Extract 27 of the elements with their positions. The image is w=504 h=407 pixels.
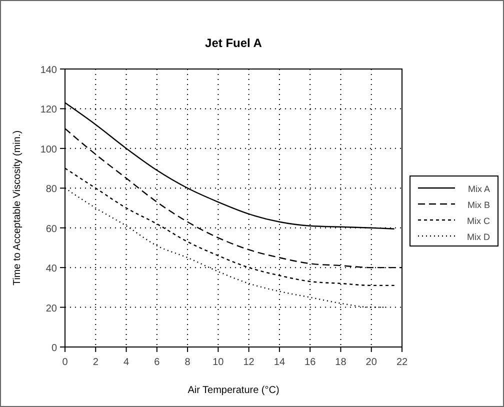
legend-label: Mix C — [467, 216, 490, 226]
x-tick-label: 10 — [212, 357, 224, 368]
x-tick-label: 22 — [396, 357, 408, 368]
x-tick-label: 16 — [304, 357, 316, 368]
y-axis-title: Time to Acceptable Viscosity (min.) — [12, 130, 23, 286]
legend-label: Mix D — [467, 232, 490, 242]
x-tick-label: 8 — [184, 357, 191, 368]
x-tick-label: 12 — [243, 357, 255, 368]
y-tick-label: 100 — [40, 144, 58, 156]
y-tick-label: 140 — [40, 65, 58, 76]
x-tick-label: 4 — [123, 357, 130, 368]
y-tick-label: 0 — [51, 343, 58, 354]
legend-label: Mix B — [468, 200, 490, 210]
y-tick-label: 40 — [46, 264, 58, 275]
y-tick-label: 80 — [46, 184, 58, 196]
x-tick-label: 14 — [274, 357, 286, 368]
x-tick-label: 18 — [335, 357, 347, 368]
x-tick-label: 20 — [366, 357, 378, 368]
y-tick-label: 20 — [46, 303, 58, 314]
x-tick-label: 6 — [154, 357, 160, 368]
y-tick-label: 60 — [46, 224, 58, 235]
x-tick-label: 0 — [62, 357, 68, 368]
y-tick-label: 120 — [40, 104, 58, 116]
x-axis-title: Air Temperature (°C) — [188, 385, 280, 396]
chart-title: Jet Fuel A — [205, 36, 262, 50]
legend-label: Mix A — [468, 184, 490, 194]
x-tick-label: 2 — [92, 357, 99, 368]
